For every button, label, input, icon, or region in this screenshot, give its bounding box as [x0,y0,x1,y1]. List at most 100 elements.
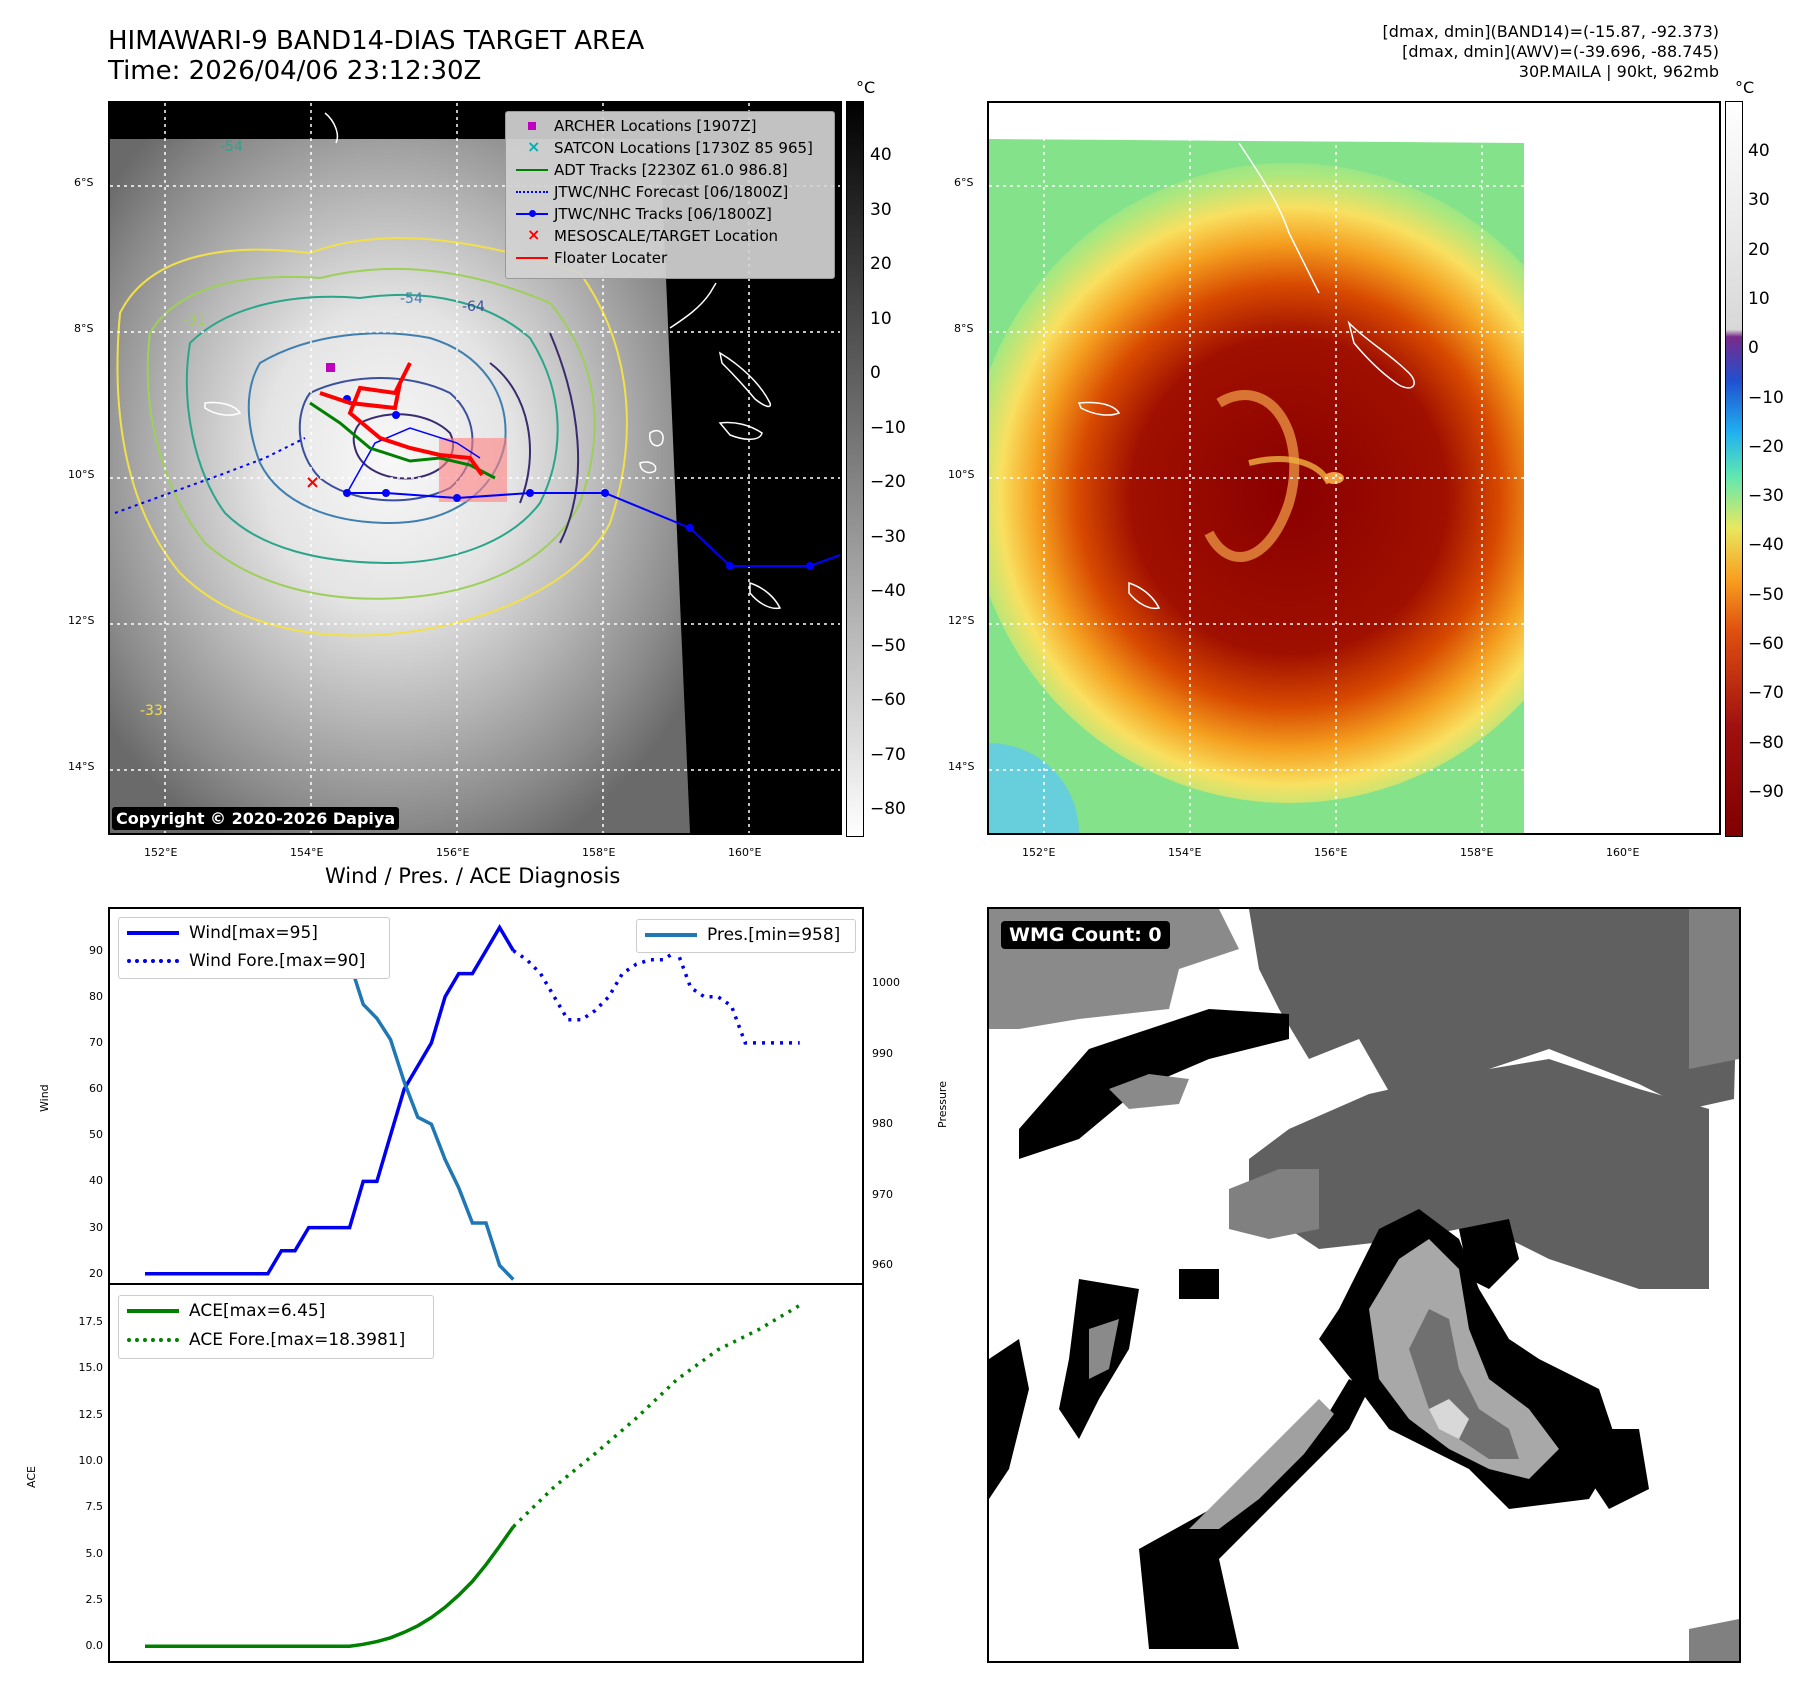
legend-item-jtwc-forecast: JTWC/NHC Forecast [06/1800Z] [512,181,788,203]
legend-label: ARCHER Locations [1907Z] [554,117,757,135]
band14-map: × [110,103,840,833]
lat-label: 12°S [948,614,975,627]
right-colorbar-tick: −10 [1748,387,1784,408]
adt-track [309,401,496,480]
lon-label: 152°E [144,846,178,859]
lon-label: 160°E [728,846,762,859]
legend-label: ADT Tracks [2230Z 61.0 986.8] [554,161,788,179]
wind-pressure-plot: Wind[max=95] Wind Fore.[max=90] Pres.[mi… [108,907,864,1285]
pressure-y-tick: 1000 [872,976,900,990]
left-colorbar-tick: −60 [870,690,906,710]
awv-map-panel [987,101,1721,835]
pressure-axis-label: Pressure [936,1081,949,1128]
copyright-label: Copyright © 2020-2026 Dapiya [112,807,400,830]
awv-map [989,103,1719,833]
lon-label: 154°E [290,846,324,859]
pressure-y-tick: 970 [872,1187,893,1201]
wind-y-tick: 30 [89,1220,103,1234]
wind-y-tick: 60 [89,1082,103,1096]
ace-fore-legend-item: ACE Fore.[max=18.3981] [127,1328,405,1352]
wind-legend-label: Wind[max=95] [189,923,318,943]
lon-label: 154°E [1168,846,1202,859]
lon-label: 156°E [436,846,470,859]
right-colorbar-tick: 0 [1748,338,1759,359]
lat-label: 14°S [948,760,975,773]
contour-label: -31 [183,313,206,329]
legend-label: Floater Locater [554,249,668,267]
right-colorbar-tick: −20 [1748,436,1784,457]
legend-item-mesoscale: × MESOSCALE/TARGET Location [527,225,779,245]
info-line-2: [dmax, dmin](AWV)=(-39.696, -88.745) [1402,42,1719,61]
title-line-1: HIMAWARI-9 BAND14-DIAS TARGET AREA [108,26,645,56]
legend-item-floater: Floater Locater [512,247,667,269]
ace-legend-item: ACE[max=6.45] [127,1299,325,1323]
wind-y-tick: 90 [89,943,103,957]
left-colorbar-tick: 40 [870,145,892,165]
left-colorbar-tick: −80 [870,799,906,819]
right-colorbar-tick: −60 [1748,634,1784,654]
left-colorbar-tick: −70 [870,744,906,765]
ace-y-tick: 5.0 [85,1546,104,1560]
pres-legend-item: Pres.[min=958] [645,923,840,947]
right-colorbar [1725,101,1743,837]
wmg-image [989,909,1739,1661]
ace-legend-label: ACE[max=6.45] [189,1301,326,1321]
ace-plot: ACE[max=6.45] ACE Fore.[max=18.3981] [108,1283,864,1663]
ace-y-tick: 10.0 [78,1453,104,1467]
ace-y-tick: 0.0 [85,1639,104,1653]
lat-label: 10°S [948,468,975,481]
lon-label: 152°E [1022,846,1056,859]
contour-label: -64 [462,299,485,315]
legend-label: MESOSCALE/TARGET Location [554,227,779,245]
info-line-3: 30P.MAILA | 90kt, 962mb [1518,62,1719,81]
left-colorbar-tick: 30 [870,199,892,220]
wind-series-1 [512,947,800,1045]
right-colorbar-tick: 40 [1748,141,1770,161]
left-colorbar-tick: −10 [870,417,906,438]
wind-fore-legend-label: Wind Fore.[max=90] [189,951,366,971]
lon-label: 156°E [1314,846,1348,859]
ace-svg [145,1303,801,1648]
wind-y-tick: 50 [89,1128,103,1142]
contour-label: -54 [220,139,243,155]
right-colorbar-tick: −70 [1748,683,1784,704]
contour-label: -54 [400,291,423,307]
left-colorbar [846,101,864,837]
ace-y-tick: 12.5 [78,1407,104,1421]
pres-legend-label: Pres.[min=958] [707,925,841,945]
right-colorbar-tick: −90 [1748,781,1784,802]
floater-track [319,362,484,477]
wind-axis-label: Wind [38,1084,51,1112]
lon-label: 158°E [582,846,616,859]
right-colorbar-tick: 10 [1748,288,1770,309]
legend-item-archer: ARCHER Locations [1907Z] [512,115,757,137]
lon-label: 158°E [1460,846,1494,859]
pressure-y-tick: 960 [872,1258,893,1272]
lat-label: 8°S [74,322,94,335]
right-colorbar-unit: °C [1735,78,1755,97]
ace-y-tick: 2.5 [85,1592,104,1606]
right-colorbar-tick: −40 [1748,535,1784,556]
wind-legend-item: Wind[max=95] [127,921,318,945]
legend-item-adt: ADT Tracks [2230Z 61.0 986.8] [512,159,788,181]
right-colorbar-tick: 30 [1748,190,1770,211]
wmg-count-badge: WMG Count: 0 [1001,921,1170,949]
title-line-2: Time: 2026/04/06 23:12:30Z [108,56,482,86]
ace-y-tick: 15.0 [78,1361,104,1375]
left-colorbar-tick: −50 [870,635,906,656]
lat-label: 6°S [74,176,94,189]
left-colorbar-tick: 20 [870,254,892,274]
left-colorbar-tick: −20 [870,472,906,492]
left-colorbar-unit: °C [856,78,876,97]
band14-map-panel: × -54 -64 -31 -33 -54 ARCHER Locations [… [108,101,842,835]
satellite-swath [110,139,690,833]
info-line-1: [dmax, dmin](BAND14)=(-15.87, -92.373) [1382,22,1719,41]
ace-y-tick: 7.5 [85,1500,104,1514]
figure-title: HIMAWARI-9 BAND14-DIAS TARGET AREA Time:… [108,26,644,86]
wind-legend: Wind[max=95] Wind Fore.[max=90] [118,917,390,979]
right-colorbar-tick: −50 [1748,584,1784,605]
legend-item-satcon: × SATCON Locations [1730Z 85 965] [527,137,813,157]
right-colorbar-tick: −80 [1748,732,1784,753]
pressure-legend: Pres.[min=958] [636,919,856,953]
ace-legend: ACE[max=6.45] ACE Fore.[max=18.3981] [118,1295,434,1359]
